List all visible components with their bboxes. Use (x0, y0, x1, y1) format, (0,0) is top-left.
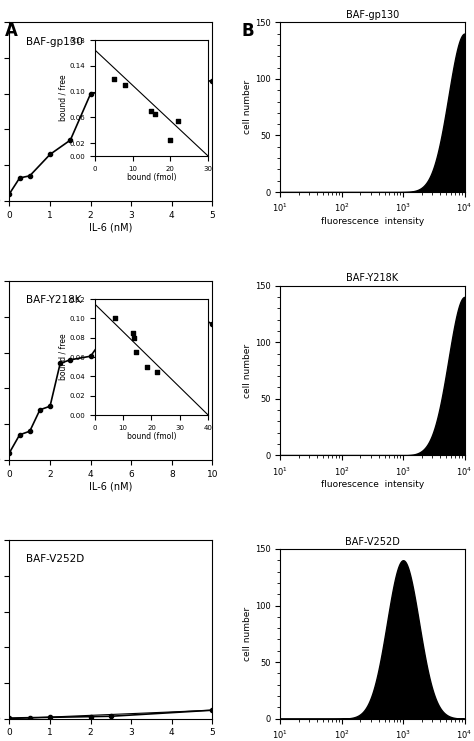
Text: BAF-V252D: BAF-V252D (26, 554, 84, 565)
Y-axis label: cell number: cell number (243, 607, 252, 661)
Text: B: B (242, 22, 255, 40)
X-axis label: fluorescence  intensity: fluorescence intensity (321, 480, 424, 489)
X-axis label: IL-6 (nM): IL-6 (nM) (89, 482, 133, 491)
Y-axis label: cell number: cell number (243, 80, 252, 134)
Y-axis label: cell number: cell number (243, 343, 252, 398)
Text: BAF-Y218K: BAF-Y218K (26, 296, 81, 305)
X-axis label: fluorescence  intensity: fluorescence intensity (321, 217, 424, 226)
Title: BAF-V252D: BAF-V252D (345, 536, 400, 547)
X-axis label: IL-6 (nM): IL-6 (nM) (89, 222, 133, 233)
Title: BAF-Y218K: BAF-Y218K (346, 273, 398, 283)
Text: BAF-gp130: BAF-gp130 (26, 36, 82, 47)
Text: A: A (5, 22, 18, 40)
Title: BAF-gp130: BAF-gp130 (346, 10, 399, 20)
